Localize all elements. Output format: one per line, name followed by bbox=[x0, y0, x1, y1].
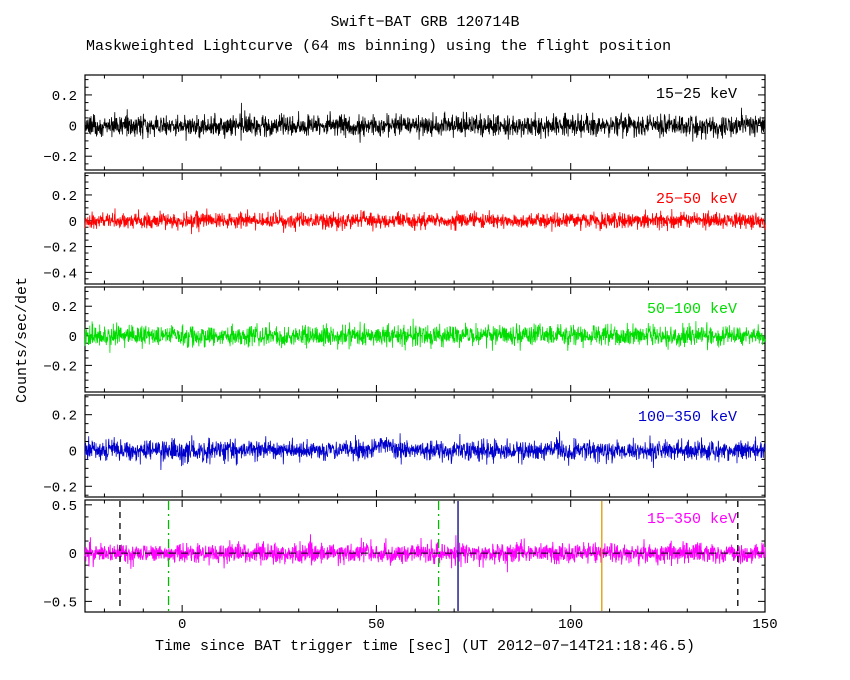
svg-text:0.2: 0.2 bbox=[52, 409, 77, 425]
svg-text:0: 0 bbox=[178, 617, 186, 633]
svg-text:150: 150 bbox=[752, 617, 777, 633]
plot-subtitle: Maskweighted Lightcurve (64 ms binning) … bbox=[86, 38, 672, 55]
band-label-25-50-kev: 25−50 keV bbox=[655, 191, 737, 208]
svg-text:0: 0 bbox=[69, 120, 77, 136]
svg-text:0.2: 0.2 bbox=[52, 189, 77, 205]
svg-text:0.2: 0.2 bbox=[52, 89, 77, 105]
band-label-50-100-kev: 50−100 keV bbox=[646, 301, 737, 318]
svg-text:50: 50 bbox=[368, 617, 385, 633]
svg-text:0: 0 bbox=[69, 444, 77, 460]
band-label-15-25-kev: 15−25 keV bbox=[655, 86, 737, 103]
svg-text:−0.2: −0.2 bbox=[43, 150, 77, 166]
svg-text:0: 0 bbox=[69, 330, 77, 346]
svg-text:−0.2: −0.2 bbox=[43, 241, 77, 257]
x-axis-label: Time since BAT trigger time [sec] (UT 20… bbox=[154, 638, 696, 655]
svg-text:0: 0 bbox=[69, 547, 77, 563]
svg-text:−0.4: −0.4 bbox=[43, 266, 77, 282]
svg-text:0: 0 bbox=[69, 215, 77, 231]
svg-text:−0.2: −0.2 bbox=[43, 359, 77, 375]
band-label-100-350-kev: 100−350 keV bbox=[637, 409, 737, 426]
plot-title: Swift−BAT GRB 120714B bbox=[330, 14, 520, 31]
svg-text:0.2: 0.2 bbox=[52, 300, 77, 316]
svg-text:−0.2: −0.2 bbox=[43, 480, 77, 496]
svg-text:0.5: 0.5 bbox=[52, 499, 77, 515]
band-label-15-350-kev: 15−350 keV bbox=[646, 511, 737, 528]
svg-text:100: 100 bbox=[558, 617, 583, 633]
svg-text:−0.5: −0.5 bbox=[43, 595, 77, 611]
